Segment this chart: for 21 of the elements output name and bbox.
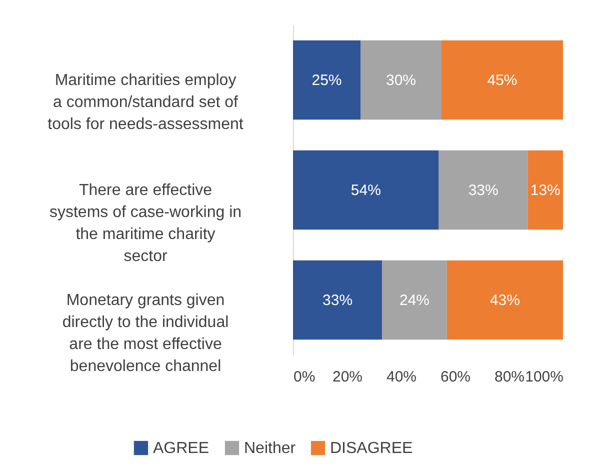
legend-label: AGREE xyxy=(153,440,210,457)
data-label: 43% xyxy=(490,292,520,309)
y-tick-label: Maritime charities employ a common/standard set of tools for needs-assessment xyxy=(48,72,244,133)
data-label: 54% xyxy=(350,182,381,199)
x-tick-label: 40% xyxy=(386,368,417,386)
data-label: 33% xyxy=(468,182,498,199)
legend-label: Neither xyxy=(244,440,296,457)
x-tick-label: 0% xyxy=(294,368,316,386)
x-tick-label: 80% xyxy=(494,368,525,386)
x-tick-label: 60% xyxy=(440,368,471,386)
legend-label: DISAGREE xyxy=(330,440,413,457)
data-label: 25% xyxy=(312,72,342,89)
data-label: 24% xyxy=(399,292,430,309)
data-label: 45% xyxy=(487,72,518,89)
y-tick-label: Monetary grants given directly to the individual are the most effective benevolence channel xyxy=(62,292,229,375)
data-label: 30% xyxy=(386,72,416,89)
data-label: 13% xyxy=(530,182,560,199)
data-label: 33% xyxy=(322,292,353,309)
y-tick-label: There are effective systems of case-working in the maritime charity sector xyxy=(49,182,242,265)
x-tick-label: 20% xyxy=(332,368,363,386)
x-tick-label: 100% xyxy=(525,368,564,386)
